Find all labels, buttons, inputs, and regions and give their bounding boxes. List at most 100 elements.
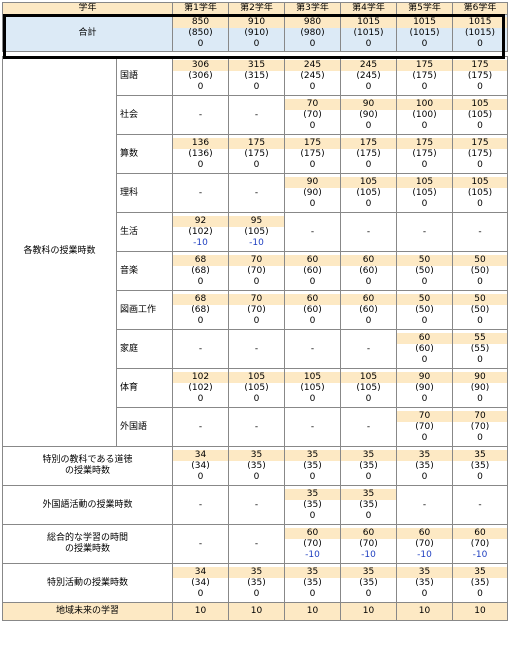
- difference: 0: [421, 471, 428, 482]
- difference: 0: [477, 315, 483, 326]
- standard-hours: (105): [467, 187, 493, 198]
- standard-hours: (315): [244, 70, 269, 81]
- header-row: 学年 第1学年 第2学年 第3学年 第4学年 第5学年 第6学年: [1, 2, 509, 15]
- value-cell: -: [284, 329, 342, 369]
- difference: 0: [197, 588, 204, 599]
- value-cell: 50 (50) 0: [396, 251, 454, 291]
- value-cell: 105 (105) 0: [228, 368, 286, 408]
- standard-hours: (175): [244, 148, 269, 159]
- planned-hours: 105: [397, 176, 452, 188]
- difference: 0: [253, 38, 260, 49]
- value-cell: 175 (175) 0: [284, 134, 342, 174]
- category-label-line-2: の授業時数: [65, 544, 111, 554]
- standard-hours: (35): [247, 460, 266, 471]
- subject-name: 理科: [115, 173, 174, 213]
- standard-hours: (34): [191, 577, 210, 588]
- planned-hours: 245: [341, 59, 396, 71]
- standard-hours: (70): [247, 304, 266, 315]
- standard-hours: (102): [188, 382, 213, 393]
- value-cell: -: [396, 485, 454, 525]
- difference: 0: [421, 354, 428, 365]
- subject-row: 算数 136 (136) 0 175 (175) 0 175 (175) 0 175 (175) 0 17…: [3, 134, 509, 174]
- difference: 0: [365, 81, 372, 92]
- standard-hours: (850): [188, 27, 213, 38]
- category-label-line-1: 特別の教科である道徳: [42, 455, 133, 465]
- regional-row: 地域未来の学習 10 10 10 10 10 10: [1, 602, 509, 621]
- total-label: 合計: [1, 14, 174, 52]
- dash-value: -: [422, 226, 427, 237]
- dash-value: -: [198, 538, 203, 549]
- standard-hours: (60): [359, 265, 378, 276]
- planned-hours: 136: [173, 137, 228, 149]
- value-cell: -: [284, 407, 342, 447]
- dash-value: -: [254, 421, 259, 432]
- standard-hours: (105): [244, 382, 269, 393]
- category-label-line-1: 外国語活動の授業時数: [42, 499, 133, 510]
- value-cell: 850 (850) 0: [172, 14, 230, 52]
- planned-hours: 55: [453, 332, 507, 344]
- difference: 0: [197, 276, 204, 287]
- planned-hours: 850: [173, 16, 228, 28]
- value-cell: 60 (70) -10: [452, 524, 509, 564]
- value-cell: 1015 (1015) 0: [452, 14, 509, 52]
- curriculum-hours-table: 学年 第1学年 第2学年 第3学年 第4学年 第5学年 第6学年 合計 850 (8…: [1, 2, 509, 621]
- difference: 0: [477, 471, 483, 482]
- difference: 0: [253, 315, 260, 326]
- value-cell: 910 (910) 0: [228, 14, 286, 52]
- value-cell: 70 (70) 0: [452, 407, 509, 447]
- difference: 0: [197, 471, 204, 482]
- difference: 0: [309, 38, 316, 49]
- subjects-group-label: 各教科の授業時数: [2, 56, 117, 447]
- planned-hours: 315: [229, 59, 284, 71]
- planned-hours: 35: [453, 449, 507, 461]
- difference: 0: [421, 38, 428, 49]
- difference: 0: [365, 276, 372, 287]
- difference: 0: [477, 81, 483, 92]
- difference: 0: [365, 471, 372, 482]
- value-cell: 245 (245) 0: [284, 56, 342, 96]
- planned-hours: 35: [341, 488, 396, 500]
- standard-hours: (245): [300, 70, 325, 81]
- category-label-line-1: 特別活動の授業時数: [47, 577, 129, 588]
- value-cell: 95 (105) -10: [228, 212, 286, 252]
- standard-hours: (175): [412, 148, 437, 159]
- category-label-line-1: 総合的な学習の時間: [47, 533, 129, 543]
- value-cell: -: [172, 173, 230, 213]
- standard-hours: (50): [415, 265, 434, 276]
- difference: 0: [421, 315, 428, 326]
- header-grade-2: 第2学年: [228, 2, 286, 15]
- subject-name: 体育: [115, 368, 174, 408]
- difference: 0: [477, 432, 483, 443]
- value-cell: 175 (175) 0: [396, 56, 454, 96]
- planned-hours: 60: [341, 293, 396, 305]
- planned-hours: 90: [285, 176, 340, 188]
- planned-hours: 35: [229, 449, 284, 461]
- difference: 0: [309, 588, 316, 599]
- planned-hours: 175: [397, 137, 452, 149]
- planned-hours: 175: [229, 137, 284, 149]
- category-label: 総合的な学習の時間 の授業時数: [1, 524, 174, 564]
- standard-hours: (90): [303, 187, 322, 198]
- value-cell: 35 (35) 0: [452, 446, 509, 486]
- value-cell: 90 (90) 0: [284, 173, 342, 213]
- value-cell: 35 (35) 0: [284, 446, 342, 486]
- subject-name: 音楽: [115, 251, 174, 291]
- category-label: 特別の教科である道徳 の授業時数: [1, 446, 174, 486]
- value-cell: 102 (102) 0: [172, 368, 230, 408]
- standard-hours: (100): [412, 109, 437, 120]
- value-cell: 70 (70) 0: [228, 251, 286, 291]
- value-cell: -: [340, 329, 398, 369]
- difference: 0: [309, 276, 316, 287]
- planned-hours: 175: [453, 137, 507, 149]
- total-row: 合計 850 (850) 0 910 (910) 0 980 (980) 0 1015 (1015) 0…: [1, 14, 509, 52]
- standard-hours: (35): [470, 460, 490, 471]
- difference: 0: [477, 198, 483, 209]
- standard-hours: (60): [303, 304, 322, 315]
- category-row: 外国語活動の授業時数 - -35 (35) 0 35 (35) 0- -: [1, 485, 509, 525]
- difference: 0: [253, 81, 260, 92]
- value-cell: 60 (70) -10: [396, 524, 454, 564]
- value-cell: 35 (35) 0: [284, 485, 342, 525]
- planned-hours: 35: [397, 449, 452, 461]
- value-cell: 50 (50) 0: [452, 251, 509, 291]
- value-cell: 55 (55) 0: [452, 329, 509, 369]
